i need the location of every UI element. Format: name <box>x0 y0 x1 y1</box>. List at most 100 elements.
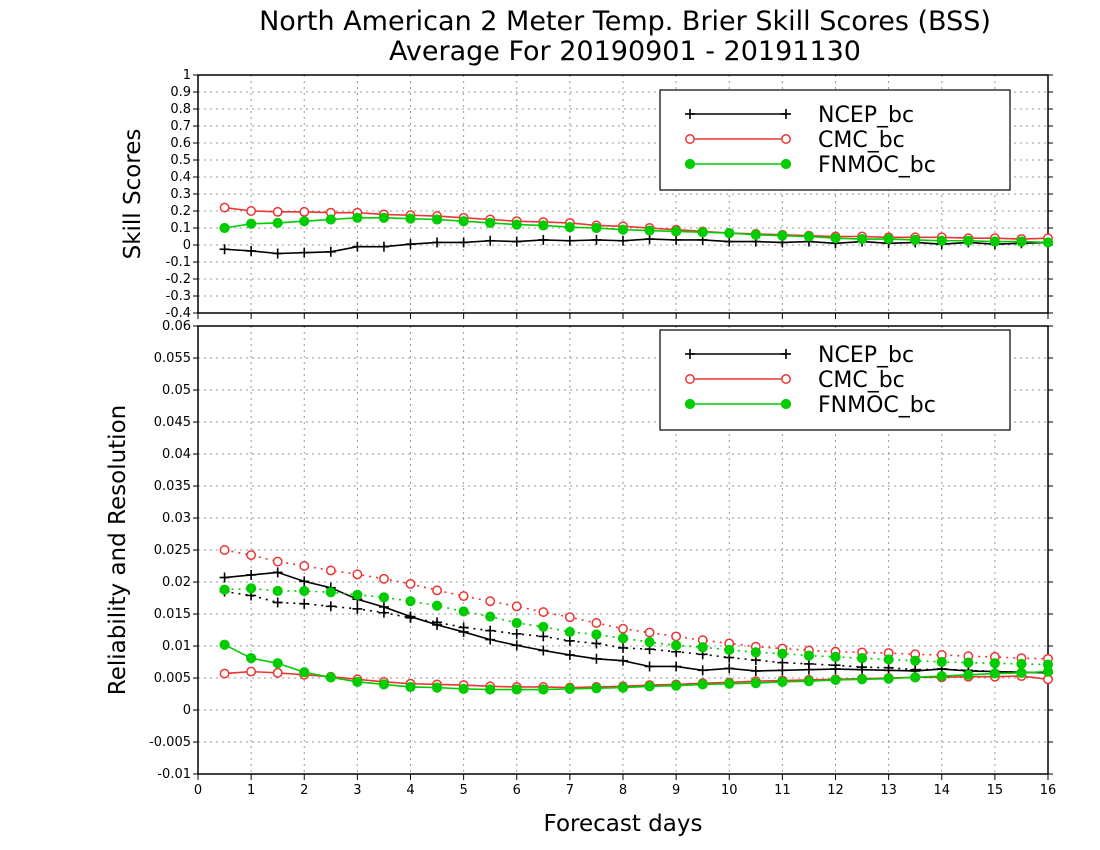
data-point <box>405 612 416 623</box>
data-point <box>485 217 496 228</box>
data-point <box>511 601 522 612</box>
data-point <box>432 237 443 248</box>
y-tick-label: 0.1 <box>170 221 191 236</box>
data-point <box>325 246 336 257</box>
data-point <box>219 584 230 595</box>
data-point <box>1016 667 1027 678</box>
data-point <box>963 657 974 668</box>
data-point <box>856 233 868 245</box>
legend-box <box>659 89 1011 191</box>
x-tick-label: 2 <box>300 783 308 798</box>
data-point <box>591 653 602 664</box>
data-point <box>352 603 363 614</box>
data-point <box>856 653 868 664</box>
y-tick-label: 0.2 <box>170 204 191 219</box>
data-point <box>564 222 575 233</box>
data-point <box>219 202 230 213</box>
data-point <box>591 683 602 694</box>
data-point <box>644 661 655 672</box>
data-point <box>458 606 469 617</box>
data-point <box>511 684 522 695</box>
x-tick-label: 16 <box>1040 783 1057 798</box>
data-point <box>538 234 549 245</box>
plot-frame <box>197 325 1049 775</box>
data-point <box>591 629 602 640</box>
data-point <box>272 567 283 578</box>
data-point <box>378 241 389 252</box>
data-point <box>1042 237 1054 248</box>
data-point <box>618 642 628 653</box>
data-point <box>671 680 682 691</box>
data-point <box>750 647 761 658</box>
data-point <box>325 672 336 683</box>
data-point <box>910 655 921 666</box>
data-point <box>910 234 921 245</box>
series-line <box>224 217 1049 244</box>
x-tick-label: 1 <box>247 783 255 798</box>
data-point <box>352 212 363 223</box>
data-point <box>697 642 708 653</box>
data-point <box>724 236 735 247</box>
data-point <box>538 220 549 231</box>
x-tick-label: 4 <box>406 783 414 798</box>
data-point <box>989 658 1000 669</box>
data-point <box>591 222 602 234</box>
data-point <box>724 228 735 239</box>
data-point <box>299 561 310 571</box>
data-point <box>724 678 735 689</box>
data-point <box>352 589 363 600</box>
y-tick-label: 0.8 <box>170 102 191 117</box>
data-point <box>272 206 283 217</box>
data-point <box>724 663 735 674</box>
data-point <box>378 607 389 618</box>
data-point <box>617 682 629 693</box>
legend-entry-cmc-bc: CMC_bc <box>685 128 905 153</box>
data-point <box>325 601 336 612</box>
data-point <box>458 216 469 227</box>
series-line <box>224 644 1049 691</box>
data-point <box>299 576 310 587</box>
data-point <box>803 231 815 242</box>
data-point <box>564 683 575 694</box>
y-tick-label: 0.05 <box>162 383 191 398</box>
x-tick-label: 0 <box>194 783 202 798</box>
data-point <box>671 226 682 237</box>
chart-title: North American 2 Meter Temp. Brier Skill… <box>259 6 991 37</box>
data-point <box>910 672 921 683</box>
series-cmc-bc <box>219 202 1053 245</box>
data-point <box>511 236 522 247</box>
legend-label: NCEP_bc <box>818 103 914 128</box>
legend-label: CMC_bc <box>818 128 905 153</box>
y-tick-label: -0.4 <box>166 306 191 321</box>
data-point <box>777 230 788 241</box>
data-point <box>352 569 363 580</box>
chart-subtitle: Average For 20190901 - 20191130 <box>389 36 861 67</box>
data-point <box>325 587 336 598</box>
x-tick-label: 13 <box>880 783 897 798</box>
data-point <box>299 667 310 678</box>
data-point <box>272 248 283 259</box>
y-tick-label: -0.1 <box>166 255 191 270</box>
data-point <box>591 234 602 245</box>
y-tick-label: -0.01 <box>157 767 191 782</box>
data-point <box>538 684 549 695</box>
data-point <box>936 656 947 668</box>
y-tick-label: 0.3 <box>170 187 191 202</box>
legend-marker <box>781 349 791 359</box>
legend-entry-fnmoc-bc: FNMOC_bc <box>684 153 936 178</box>
x-tick-label: 10 <box>721 783 738 798</box>
x-tick-label: 9 <box>672 783 680 798</box>
data-point <box>485 611 496 622</box>
y-tick-label: 1 <box>183 68 191 83</box>
y-tick-label: 0.06 <box>162 319 191 334</box>
y-tick-label: -0.005 <box>149 735 191 750</box>
series-line <box>224 571 1049 674</box>
data-point <box>485 596 496 607</box>
series-fnmoc-bc-reliability <box>219 639 1054 695</box>
data-point <box>777 676 788 687</box>
data-point <box>538 645 549 656</box>
data-point <box>856 674 868 685</box>
series-line <box>224 238 1049 255</box>
x-axis-label: Forecast days <box>544 811 703 837</box>
y-tick-label: 0.005 <box>154 671 191 686</box>
